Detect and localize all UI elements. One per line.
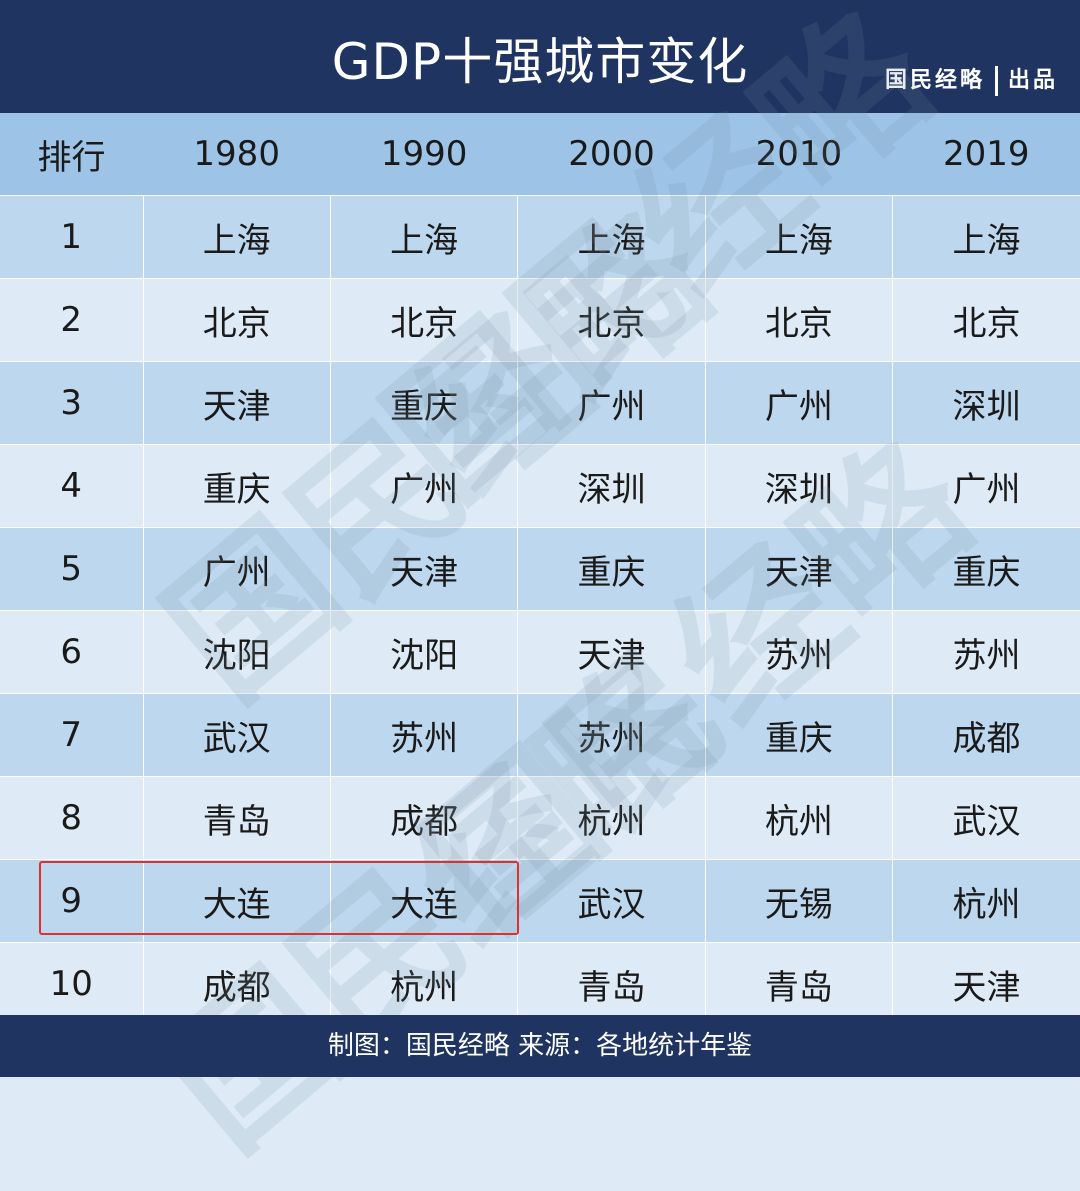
- city-cell: 北京: [517, 278, 706, 362]
- city-cell: 苏州: [704, 610, 893, 694]
- ranking-table: 排行 1980 1990 2000 2010 2019 1 上海 上海 上海 上海 上海 2 北京 北京北…: [0, 113, 1080, 1025]
- column-header: 1990: [330, 113, 518, 196]
- city-cell: 广州: [892, 444, 1080, 528]
- city-cell: 苏州: [329, 693, 518, 777]
- city-cell: 广州: [517, 361, 706, 445]
- column-header: 1980: [143, 113, 331, 196]
- city-cell: 上海: [517, 195, 706, 279]
- rank-cell: 4: [0, 444, 143, 528]
- table-row: 7 武汉 苏州 苏州 重庆 成都: [0, 693, 1080, 777]
- column-header: 2000: [517, 113, 706, 196]
- brand-logo: 国民经略 出品: [885, 62, 1058, 96]
- title-bar: GDP十强城市变化 国民经略 出品: [0, 0, 1080, 113]
- city-cell: 成都: [892, 693, 1080, 777]
- city-cell: 青岛: [517, 942, 706, 1025]
- city-cell: 天津: [892, 942, 1080, 1025]
- table-row: 6 沈阳 沈阳 天津 苏州 苏州: [0, 610, 1080, 694]
- city-cell: 天津: [142, 361, 331, 445]
- city-cell: 杭州: [892, 859, 1080, 943]
- city-cell: 上海: [142, 195, 331, 279]
- city-cell: 广州: [142, 527, 331, 611]
- city-cell: 成都: [142, 942, 331, 1025]
- city-cell: 北京: [892, 278, 1080, 362]
- city-cell: 杭州: [329, 942, 518, 1025]
- column-header: 排行: [0, 113, 143, 196]
- city-cell: 深圳: [892, 361, 1080, 445]
- table-row: 8 青岛 成都 杭州 杭州 武汉: [0, 776, 1080, 860]
- city-cell: 武汉: [517, 859, 706, 943]
- city-cell: 大连: [142, 859, 331, 943]
- table-row: 3 天津 重庆 广州 广州 深圳: [0, 361, 1080, 445]
- brand-name: 国民经略: [884, 67, 985, 93]
- table-row: 1 上海 上海 上海 上海 上海: [0, 195, 1080, 279]
- city-cell: 沈阳: [142, 610, 331, 694]
- city-cell: 重庆: [142, 444, 331, 528]
- city-cell: 大连: [329, 859, 518, 943]
- city-cell: 北京: [142, 278, 331, 362]
- rank-cell: 5: [0, 527, 143, 611]
- table-row: 2 北京 北京 北京 北京 北京: [0, 278, 1080, 362]
- footer: 制图：国民经略 来源：各地统计年鉴: [0, 1015, 1080, 1077]
- city-cell: 重庆: [704, 693, 893, 777]
- city-cell: 无锡: [704, 859, 893, 943]
- rank-cell: 6: [0, 610, 143, 694]
- city-cell: 杭州: [704, 776, 893, 860]
- city-cell: 重庆: [892, 527, 1080, 611]
- city-cell: 青岛: [142, 776, 331, 860]
- city-cell: 苏州: [517, 693, 706, 777]
- table-row: 5 广州 天津 重庆 天津 重庆: [0, 527, 1080, 611]
- city-cell: 武汉: [892, 776, 1080, 860]
- header-row: 排行 1980 1990 2000 2010 2019: [0, 113, 1080, 196]
- city-cell: 重庆: [517, 527, 706, 611]
- city-cell: 北京: [329, 278, 518, 362]
- rank-cell: 7: [0, 693, 143, 777]
- city-cell: 青岛: [704, 942, 893, 1025]
- city-cell: 天津: [704, 527, 893, 611]
- divider: [994, 66, 998, 96]
- city-cell: 广州: [329, 444, 518, 528]
- table-row: 4 重庆 广州 深圳 深圳 广州: [0, 444, 1080, 528]
- column-header: 2019: [892, 113, 1080, 196]
- rank-cell: 1: [0, 195, 143, 279]
- column-header: 2010: [705, 113, 893, 196]
- city-cell: 广州: [704, 361, 893, 445]
- city-cell: 成都: [329, 776, 518, 860]
- city-cell: 杭州: [517, 776, 706, 860]
- page-title: GDP十强城市变化: [331, 33, 749, 91]
- brand-suffix: 出品: [1007, 67, 1058, 93]
- rank-cell: 9: [0, 859, 143, 943]
- city-cell: 重庆: [329, 361, 518, 445]
- city-cell: 武汉: [142, 693, 331, 777]
- city-cell: 深圳: [704, 444, 893, 528]
- rank-cell: 8: [0, 776, 143, 860]
- city-cell: 沈阳: [329, 610, 518, 694]
- city-cell: 北京: [704, 278, 893, 362]
- city-cell: 上海: [329, 195, 518, 279]
- city-cell: 天津: [517, 610, 706, 694]
- city-cell: 上海: [892, 195, 1080, 279]
- rank-cell: 2: [0, 278, 143, 362]
- table-row: 9 大连 大连 武汉 无锡 杭州: [0, 859, 1080, 943]
- rank-cell: 3: [0, 361, 143, 445]
- city-cell: 深圳: [517, 444, 706, 528]
- rank-cell: 10: [0, 942, 143, 1025]
- city-cell: 上海: [704, 195, 893, 279]
- table-row: 10 成都 杭州 青岛 青岛 天津: [0, 942, 1080, 1025]
- city-cell: 天津: [329, 527, 518, 611]
- city-cell: 苏州: [892, 610, 1080, 694]
